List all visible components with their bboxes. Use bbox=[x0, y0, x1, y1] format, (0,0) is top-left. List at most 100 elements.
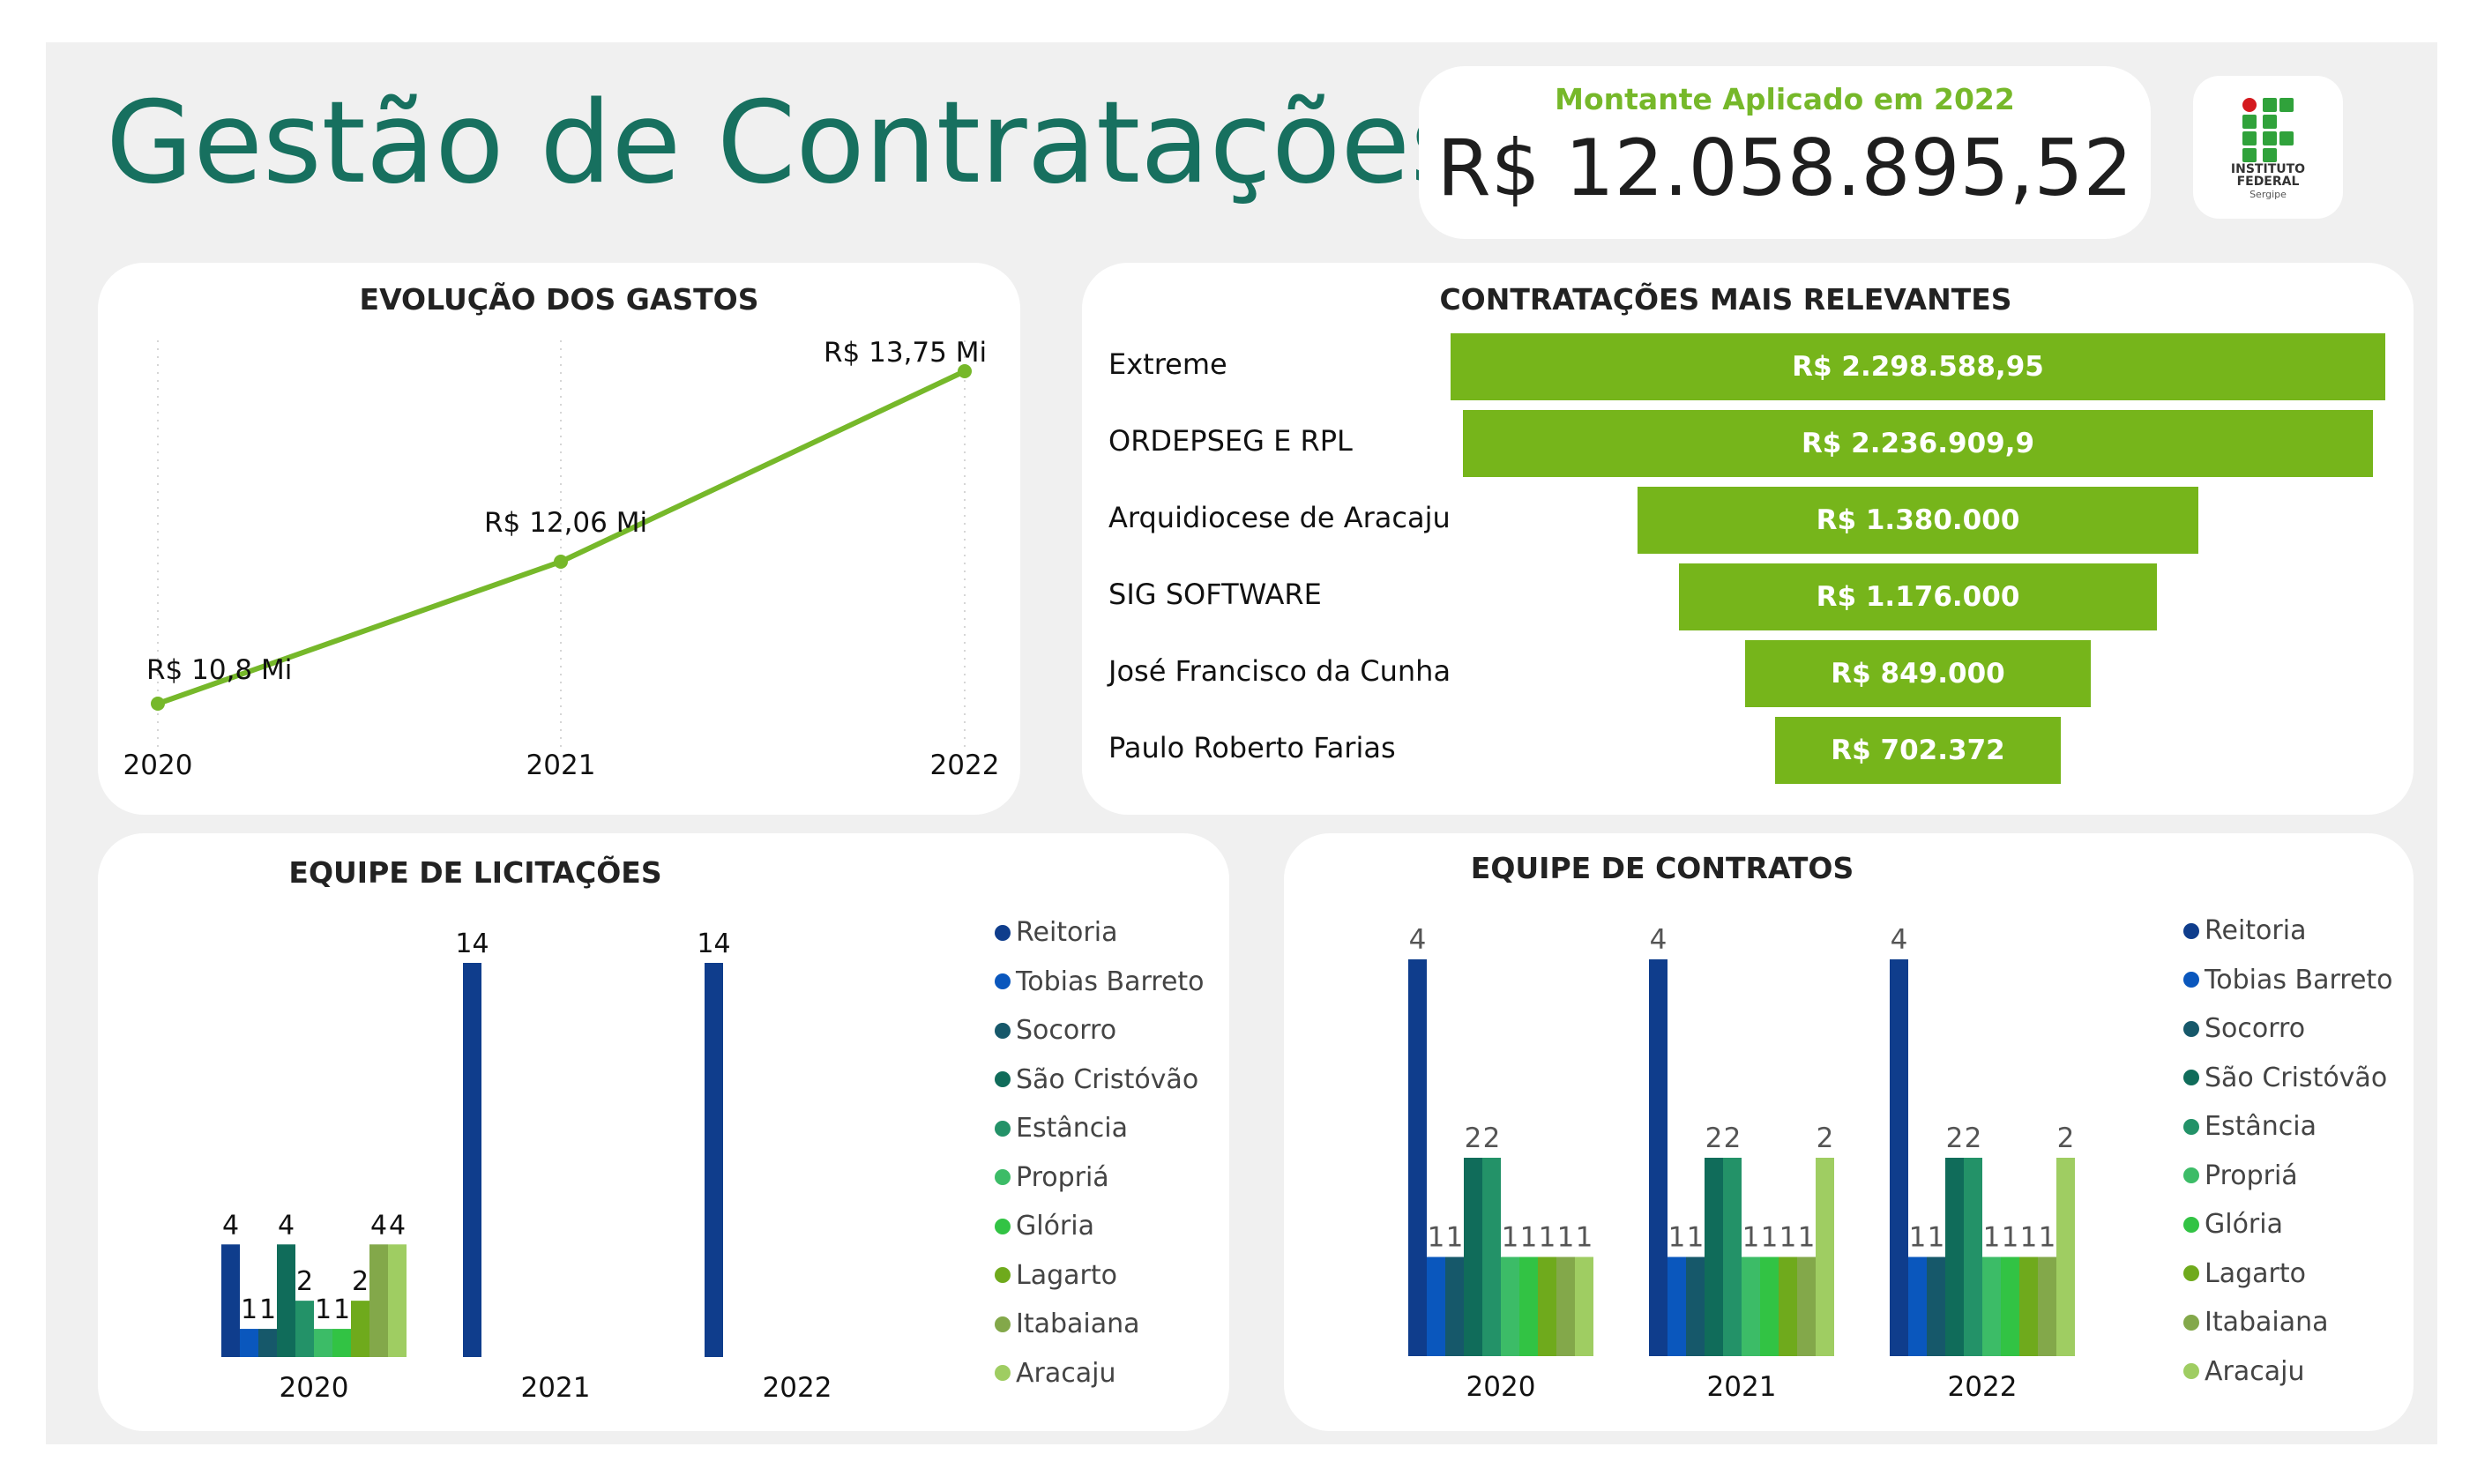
bar-value-label: 2 bbox=[1724, 1122, 1742, 1154]
legend-label: Propriá bbox=[2205, 1160, 2298, 1191]
legend-item: Socorro bbox=[2183, 1004, 2393, 1054]
funnel-value-label: R$ 1.176.000 bbox=[1816, 581, 2020, 613]
logo-text-line3: Sergipe bbox=[2249, 189, 2287, 200]
kpi-value: R$ 12.058.895,52 bbox=[1436, 123, 2133, 213]
bar bbox=[1964, 1158, 1982, 1356]
funnel-bar: R$ 1.380.000 bbox=[1638, 487, 2198, 554]
legend-label: Lagarto bbox=[1016, 1259, 1117, 1291]
bar bbox=[240, 1329, 258, 1357]
legend-item: São Cristóvão bbox=[995, 1055, 1205, 1105]
legend-item: Itabaiana bbox=[2183, 1298, 2393, 1347]
data-label: R$ 12,06 Mi bbox=[484, 507, 647, 539]
x-tick-label: 2022 bbox=[1948, 1371, 2018, 1403]
legend-label: Glória bbox=[2205, 1209, 2283, 1241]
x-tick-label: 2022 bbox=[930, 749, 1000, 781]
legend-label: Glória bbox=[1016, 1211, 1094, 1242]
bar-value-label: 2 bbox=[1946, 1122, 1964, 1154]
bar bbox=[2001, 1257, 2019, 1356]
funnel-value-label: R$ 2.298.588,95 bbox=[1792, 351, 2044, 383]
bar-value-label: 1 bbox=[1502, 1222, 1519, 1254]
bar-value-label: 2 bbox=[1817, 1122, 1834, 1154]
bar bbox=[295, 1301, 314, 1357]
bar-value-label: 1 bbox=[1742, 1222, 1760, 1254]
spending-point bbox=[554, 554, 568, 569]
legend-label: Reitoria bbox=[1016, 917, 1118, 949]
bar-value-label: 2 bbox=[1965, 1122, 1982, 1154]
bar-value-label: 1 bbox=[1687, 1222, 1705, 1254]
legend-swatch bbox=[2183, 1167, 2199, 1184]
legend-swatch bbox=[2183, 1314, 2199, 1331]
bar-value-label: 2 bbox=[1705, 1122, 1723, 1154]
bar-value-label: 4 bbox=[1891, 924, 1908, 956]
bar-value-label: 2 bbox=[352, 1266, 369, 1297]
legend-swatch bbox=[2183, 1265, 2199, 1282]
funnel-category-label: Extreme bbox=[1108, 347, 1227, 381]
legend-swatch bbox=[2183, 1216, 2199, 1233]
legend-swatch bbox=[2183, 1118, 2199, 1135]
funnel-category-label: Arquidiocese de Aracaju bbox=[1108, 501, 1451, 534]
bar bbox=[1482, 1158, 1501, 1356]
bar-value-label: 14 bbox=[455, 928, 489, 959]
bar bbox=[369, 1244, 388, 1357]
bar bbox=[388, 1244, 407, 1357]
legend-label: Estância bbox=[2205, 1111, 2317, 1143]
logo-square bbox=[2242, 131, 2257, 145]
logo-square bbox=[2263, 131, 2277, 145]
bar-value-label: 1 bbox=[1557, 1222, 1575, 1254]
legend-label: Lagarto bbox=[2205, 1257, 2306, 1289]
funnel-category-label: José Francisco da Cunha bbox=[1108, 654, 1451, 688]
legend-item: Lagarto bbox=[995, 1251, 1205, 1301]
legend-swatch bbox=[2183, 1363, 2199, 1380]
funnel-value-label: R$ 1.380.000 bbox=[1816, 504, 2020, 536]
bar-value-label: 1 bbox=[1428, 1222, 1445, 1254]
funnel-value-label: R$ 2.236.909,9 bbox=[1801, 428, 2035, 459]
bar-value-label: 1 bbox=[1909, 1222, 1927, 1254]
bar-value-label: 2 bbox=[1483, 1122, 1501, 1154]
bar bbox=[1816, 1158, 1834, 1356]
contracts-team-legend: Reitoria Tobias Barreto Socorro São Cristóv… bbox=[2183, 906, 2393, 1396]
funnel-bar: R$ 849.000 bbox=[1745, 640, 2091, 707]
legend-item: Itabaiana bbox=[995, 1300, 1205, 1349]
bar-value-label: 4 bbox=[370, 1210, 387, 1241]
bar bbox=[1742, 1257, 1760, 1356]
legend-swatch bbox=[995, 1365, 1011, 1382]
legend-swatch bbox=[995, 924, 1011, 941]
x-tick-label: 2021 bbox=[1707, 1371, 1777, 1403]
funnel-category-label: SIG SOFTWARE bbox=[1108, 578, 1322, 611]
page-title: Gestão de Contratações bbox=[106, 78, 1469, 209]
spending-point bbox=[151, 697, 165, 711]
legend-swatch bbox=[995, 1120, 1011, 1137]
legend-item: Socorro bbox=[995, 1006, 1205, 1055]
bar-value-label: 1 bbox=[259, 1294, 276, 1325]
logo-square bbox=[2242, 115, 2257, 129]
bidding-team-title: EQUIPE DE LICITAÇÕES bbox=[288, 855, 662, 890]
bar-value-label: 4 bbox=[389, 1210, 406, 1241]
bar-value-label: 1 bbox=[333, 1294, 350, 1325]
contracts-team-title: EQUIPE DE CONTRATOS bbox=[1470, 851, 1854, 885]
bar-value-label: 1 bbox=[1779, 1222, 1797, 1254]
bar bbox=[1945, 1158, 1964, 1356]
logo-square bbox=[2242, 148, 2257, 162]
bar-value-label: 2 bbox=[1465, 1122, 1482, 1154]
funnel-value-label: R$ 702.372 bbox=[1831, 735, 2005, 766]
legend-label: Tobias Barreto bbox=[1016, 966, 1205, 997]
funnel-value-label: R$ 849.000 bbox=[1831, 658, 2005, 690]
legend-item: São Cristóvão bbox=[2183, 1054, 2393, 1103]
logo-square bbox=[2263, 98, 2277, 112]
funnel-bar: R$ 1.176.000 bbox=[1679, 563, 2157, 630]
bar bbox=[1408, 959, 1427, 1356]
top-contracts-title: CONTRATAÇÕES MAIS RELEVANTES bbox=[1439, 282, 2012, 317]
bar bbox=[1982, 1257, 2001, 1356]
bar bbox=[1501, 1257, 1519, 1356]
legend-label: São Cristóvão bbox=[2205, 1062, 2388, 1093]
bar bbox=[1890, 959, 1908, 1356]
bar bbox=[1519, 1257, 1538, 1356]
bar bbox=[2019, 1257, 2038, 1356]
legend-swatch bbox=[995, 1218, 1011, 1234]
bar bbox=[1760, 1257, 1779, 1356]
logo-text-line2: FEDERAL bbox=[2237, 175, 2300, 189]
spending-line-chart: R$ 10,8 Mi R$ 12,06 Mi R$ 13,75 Mi 2020 2021… bbox=[123, 337, 1000, 781]
funnel-bar: R$ 702.372 bbox=[1775, 717, 2061, 784]
legend-label: Estância bbox=[1016, 1113, 1128, 1145]
